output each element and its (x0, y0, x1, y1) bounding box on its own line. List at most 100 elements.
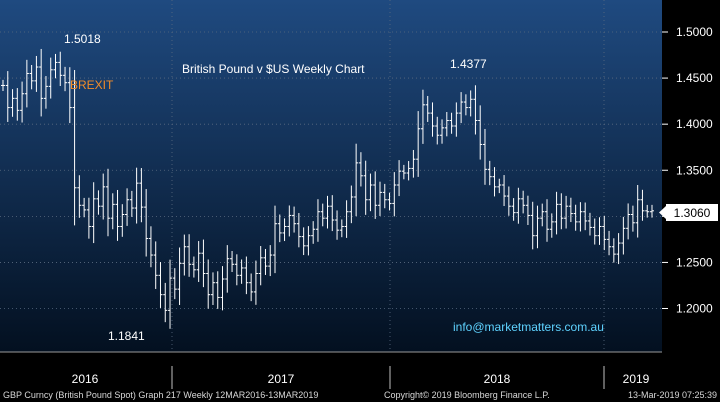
ohlc-bar (559, 193, 564, 230)
ohlc-bar (640, 189, 645, 221)
ohlc-bar (315, 199, 320, 242)
ohlc-bar (91, 182, 96, 244)
ohlc-bar (249, 273, 254, 302)
ohlc-bar (215, 271, 220, 309)
x-axis: 2016 2017 2018 2019 (0, 351, 662, 389)
x-axis-panel (0, 352, 720, 389)
x-tick-label: 2017 (268, 372, 295, 386)
ohlc-bar (363, 160, 368, 215)
ohlc-bar (344, 200, 349, 238)
ohlc-bar (72, 69, 77, 226)
x-tick-label: 2019 (623, 372, 650, 386)
annotation-low-2016: 1.1841 (108, 329, 145, 343)
ohlc-bar (48, 57, 53, 99)
ohlc-bar (473, 85, 478, 135)
ohlc-bar (15, 88, 20, 121)
ohlc-bar (635, 185, 640, 238)
y-tick-label: 1.2500 (676, 255, 713, 269)
ohlc-bar (320, 203, 325, 227)
ohlc-bar (349, 185, 354, 224)
ohlc-bar (650, 204, 654, 218)
ohlc-bar (482, 128, 487, 185)
ohlc-bar (105, 168, 110, 237)
footer-source: GBP Curncy (British Pound Spot) Graph 21… (3, 390, 318, 400)
ohlc-bar (34, 55, 39, 92)
ohlc-bar (306, 226, 311, 256)
ohlc-bar (420, 89, 425, 144)
ohlc-bar (535, 205, 540, 249)
last-price-pointer (659, 206, 666, 219)
ohlc-bar (311, 221, 316, 244)
ohlc-bar (444, 112, 449, 137)
ohlc-bar (292, 206, 297, 233)
ohlc-bar (368, 173, 373, 212)
ohlc-bar (411, 149, 416, 178)
ohlc-bar (115, 189, 120, 241)
last-price-label: 1.3060 (674, 206, 711, 220)
ohlc-bar (587, 212, 592, 236)
annotation-high-2016: 1.5018 (64, 32, 101, 46)
ohlc-bar (607, 230, 612, 256)
ohlc-bar (597, 217, 602, 245)
ohlc-bar (525, 195, 530, 226)
ohlc-bar (67, 67, 72, 124)
ohlc-bar (377, 181, 382, 216)
ohlc-bar (449, 112, 454, 134)
ohlc-bar (144, 189, 149, 257)
ohlc-bar (187, 234, 192, 277)
ohlc-bar (425, 95, 430, 122)
y-tick-label: 1.3500 (676, 163, 713, 177)
annotation-email: info@marketmatters.com.au (453, 320, 604, 334)
ohlc-bar (478, 105, 483, 160)
ohlc-bar (210, 272, 215, 306)
ohlc-bar (287, 205, 292, 237)
ohlc-bar (282, 218, 287, 242)
ohlc-bar (373, 171, 378, 219)
x-tick-label: 2018 (484, 372, 511, 386)
ohlc-bar (392, 172, 397, 217)
ohlc-bar (497, 178, 502, 194)
y-tick-label: 1.4500 (676, 71, 713, 85)
ohlc-bar (96, 190, 101, 215)
ohlc-bar (163, 282, 168, 323)
ohlc-bar (125, 188, 130, 226)
ohlc-bar (172, 268, 177, 300)
x-tick-label: 2016 (72, 372, 99, 386)
ohlc-bar (511, 198, 516, 221)
ohlc-bar (258, 246, 263, 286)
ohlc-bar (354, 143, 359, 217)
ohlc-bar (592, 218, 597, 245)
ohlc-bar (463, 94, 468, 116)
ohlc-bar (110, 193, 115, 230)
ohlc-bar (296, 213, 301, 248)
ohlc-bar (24, 59, 29, 108)
ohlc-bar (101, 173, 106, 220)
annotation-high-2018: 1.4377 (450, 57, 487, 71)
ohlc-bar (225, 245, 230, 293)
ohlc-bar (626, 203, 631, 240)
ohlc-bar (39, 48, 44, 117)
footer-bar (0, 389, 720, 402)
footer-copyright: Copyright© 2019 Bloomberg Finance L.P. (384, 390, 550, 400)
ohlc-bar (168, 259, 173, 329)
ohlc-bar (158, 262, 163, 308)
y-tick-label: 1.5000 (676, 25, 713, 39)
ohlc-bar (5, 71, 10, 122)
ohlc-bar (602, 215, 607, 251)
ohlc-bar (206, 259, 211, 309)
ohlc-bar (430, 102, 435, 137)
ohlc-bar (58, 51, 63, 87)
ohlc-bar (554, 191, 559, 235)
ohlc-bar (253, 260, 258, 305)
ohlc-bar (230, 250, 235, 273)
ohlc-bar (459, 92, 464, 124)
ohlc-bar (277, 214, 282, 243)
chart-title: British Pound v $US Weekly Chart (182, 62, 365, 76)
ohlc-bar (335, 210, 340, 240)
last-price-badge: 1.3060 (659, 204, 718, 221)
ohlc-bar (358, 152, 363, 187)
ohlc-bar (86, 197, 91, 239)
ohlc-bar (220, 266, 225, 311)
ohlc-bar (139, 168, 144, 223)
ohlc-bar (578, 202, 583, 232)
